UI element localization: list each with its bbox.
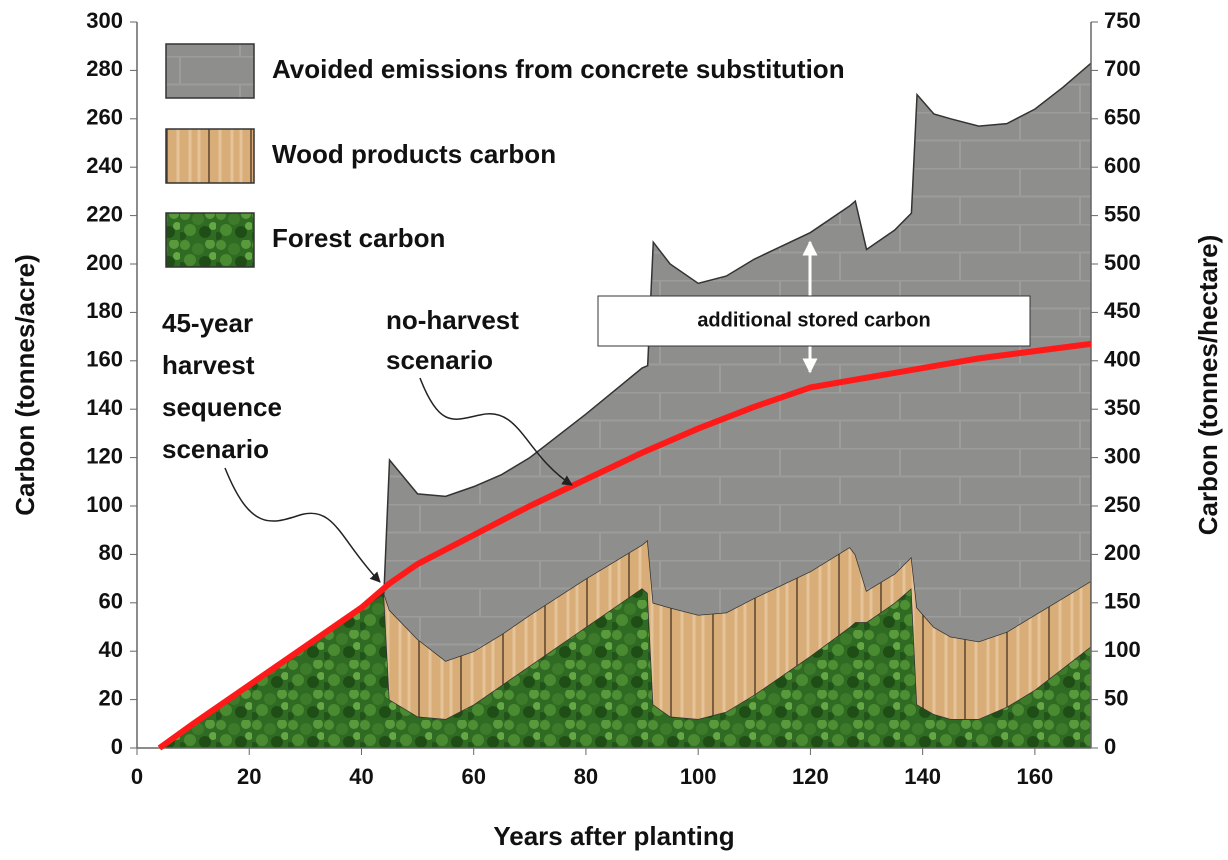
annotation-text: no-harvest: [386, 305, 519, 335]
y-tick-label: 140: [86, 395, 123, 420]
axes: 0 20 40 60 80 100 120 140 160 0 20 40 60 80 100 120 140 1…: [86, 8, 1140, 789]
annotation-text: additional stored carbon: [697, 309, 930, 331]
y-tick-label: 120: [86, 443, 123, 468]
x-tick-label: 120: [792, 764, 829, 789]
y2-tick-label: 750: [1104, 8, 1141, 33]
x-tick-label: 20: [237, 764, 261, 789]
y2-tick-label: 600: [1104, 153, 1141, 178]
annotation-text: sequence: [162, 392, 282, 422]
legend-label: Avoided emissions from concrete substitu…: [272, 54, 845, 84]
y2-tick-label: 100: [1104, 637, 1141, 662]
y2-axis-title: Carbon (tonnes/hectare): [1193, 235, 1223, 536]
y-tick-label: 180: [86, 298, 123, 323]
y-tick-label: 40: [99, 637, 123, 662]
y-tick-label: 220: [86, 201, 123, 226]
annotation-arrow: [224, 467, 381, 583]
area-edge: [159, 62, 1092, 749]
x-tick-label: 100: [680, 764, 717, 789]
area-fill: [159, 63, 1092, 748]
y-tick-label: 100: [86, 492, 123, 517]
y-tick-label: 80: [99, 540, 123, 565]
y2-tick-label: 0: [1104, 734, 1116, 759]
area-fill: [159, 588, 1092, 748]
areas: [159, 62, 1092, 749]
y2-tick-label: 250: [1104, 492, 1141, 517]
legend-label: Wood products carbon: [272, 139, 556, 169]
y2-tick-label: 450: [1104, 298, 1141, 323]
y2-tick-label: 50: [1104, 685, 1128, 710]
y-tick-label: 260: [86, 105, 123, 130]
y2-tick-label: 200: [1104, 540, 1141, 565]
legend-swatch: [165, 212, 255, 268]
y-tick-label: 20: [99, 685, 123, 710]
annotation-text: harvest: [162, 350, 255, 380]
y2-tick-label: 150: [1104, 589, 1141, 614]
x-tick-label: 140: [904, 764, 941, 789]
legend: Avoided emissions from concrete substitu…: [165, 43, 845, 268]
overlay: 45-year harvest sequence scenario no-harvest…: [157, 305, 1092, 751]
x-tick-label: 80: [574, 764, 598, 789]
y-tick-label: 300: [86, 8, 123, 33]
y-axis-title: Carbon (tonnes/acre): [10, 254, 40, 516]
y-tick-label: 0: [111, 734, 123, 759]
y2-tick-label: 650: [1104, 105, 1141, 130]
y2-tick-label: 300: [1104, 443, 1141, 468]
annotation-arrow: [419, 377, 573, 486]
y2-tick-label: 700: [1104, 56, 1141, 81]
annotation-box: [597, 295, 1031, 347]
y-tick-label: 240: [86, 153, 123, 178]
x-tick-label: 160: [1017, 764, 1054, 789]
area-fill: [159, 539, 1092, 748]
y2-tick-label: 350: [1104, 395, 1141, 420]
x-tick-label: 60: [461, 764, 485, 789]
y-tick-label: 60: [99, 589, 123, 614]
annotation-text: 45-year: [162, 308, 253, 338]
legend-label: Forest carbon: [272, 223, 445, 253]
y2-tick-label: 550: [1104, 201, 1141, 226]
y2-tick-label: 500: [1104, 250, 1141, 275]
legend-swatch: [165, 43, 255, 99]
x-tick-label: 0: [131, 764, 143, 789]
y-tick-label: 160: [86, 347, 123, 372]
line: [157, 340, 1092, 751]
legend-swatch: [165, 128, 255, 184]
y-tick-label: 200: [86, 250, 123, 275]
x-axis-title: Years after planting: [493, 821, 734, 851]
y2-tick-label: 400: [1104, 347, 1141, 372]
annotation-text: scenario: [162, 434, 269, 464]
y-tick-label: 280: [86, 56, 123, 81]
annotation-text: scenario: [386, 345, 493, 375]
x-tick-label: 40: [349, 764, 373, 789]
